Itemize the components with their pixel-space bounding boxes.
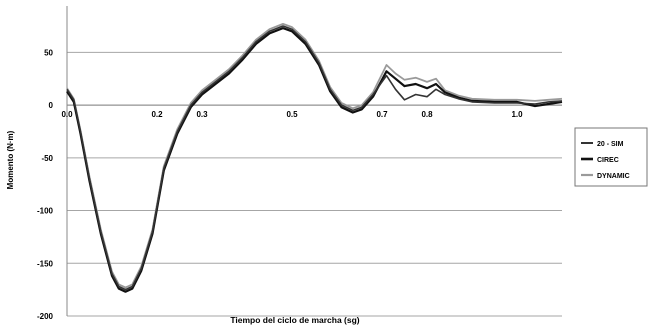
y-tick-label: -100 bbox=[37, 207, 54, 216]
legend-label: DYNAMIC bbox=[597, 173, 630, 180]
y-tick-label: 50 bbox=[44, 48, 53, 57]
x-tick-label: 0.2 bbox=[151, 110, 163, 119]
x-tick-label: 0.7 bbox=[376, 110, 388, 119]
x-tick-label: 0.3 bbox=[196, 110, 208, 119]
legend-label: 20 - SIM bbox=[597, 141, 624, 148]
y-tick-label: -150 bbox=[37, 259, 54, 268]
axes bbox=[66, 6, 562, 316]
x-tick-label: 1.0 bbox=[511, 110, 523, 119]
x-tick-labels: 0.0 0.2 0.3 0.5 0.7 0.8 1.0 bbox=[61, 110, 523, 119]
y-tick-label: -200 bbox=[37, 312, 54, 321]
grid-lines bbox=[67, 51, 562, 317]
legend-label: CIREC bbox=[597, 157, 619, 164]
y-tick-labels: 50 0 -50 -100 -150 -200 bbox=[37, 48, 54, 321]
legend: 20 - SIM CIREC DYNAMIC bbox=[574, 127, 648, 187]
series-line-dynamic bbox=[66, 23, 563, 289]
x-tick-label: 0.0 bbox=[61, 110, 73, 119]
x-tick-label: 0.8 bbox=[421, 110, 433, 119]
legend-box bbox=[574, 127, 648, 187]
y-axis-label: Momento (N·m) bbox=[6, 130, 15, 189]
series-lines bbox=[66, 23, 563, 293]
series-line-20-sim bbox=[66, 25, 563, 291]
series-line-cirec bbox=[66, 27, 563, 293]
y-tick-label: -50 bbox=[41, 154, 53, 163]
y-tick-label: 0 bbox=[49, 101, 54, 110]
x-axis-label: Tiempo del ciclo de marcha (sg) bbox=[230, 315, 359, 325]
x-tick-label: 0.5 bbox=[286, 110, 298, 119]
